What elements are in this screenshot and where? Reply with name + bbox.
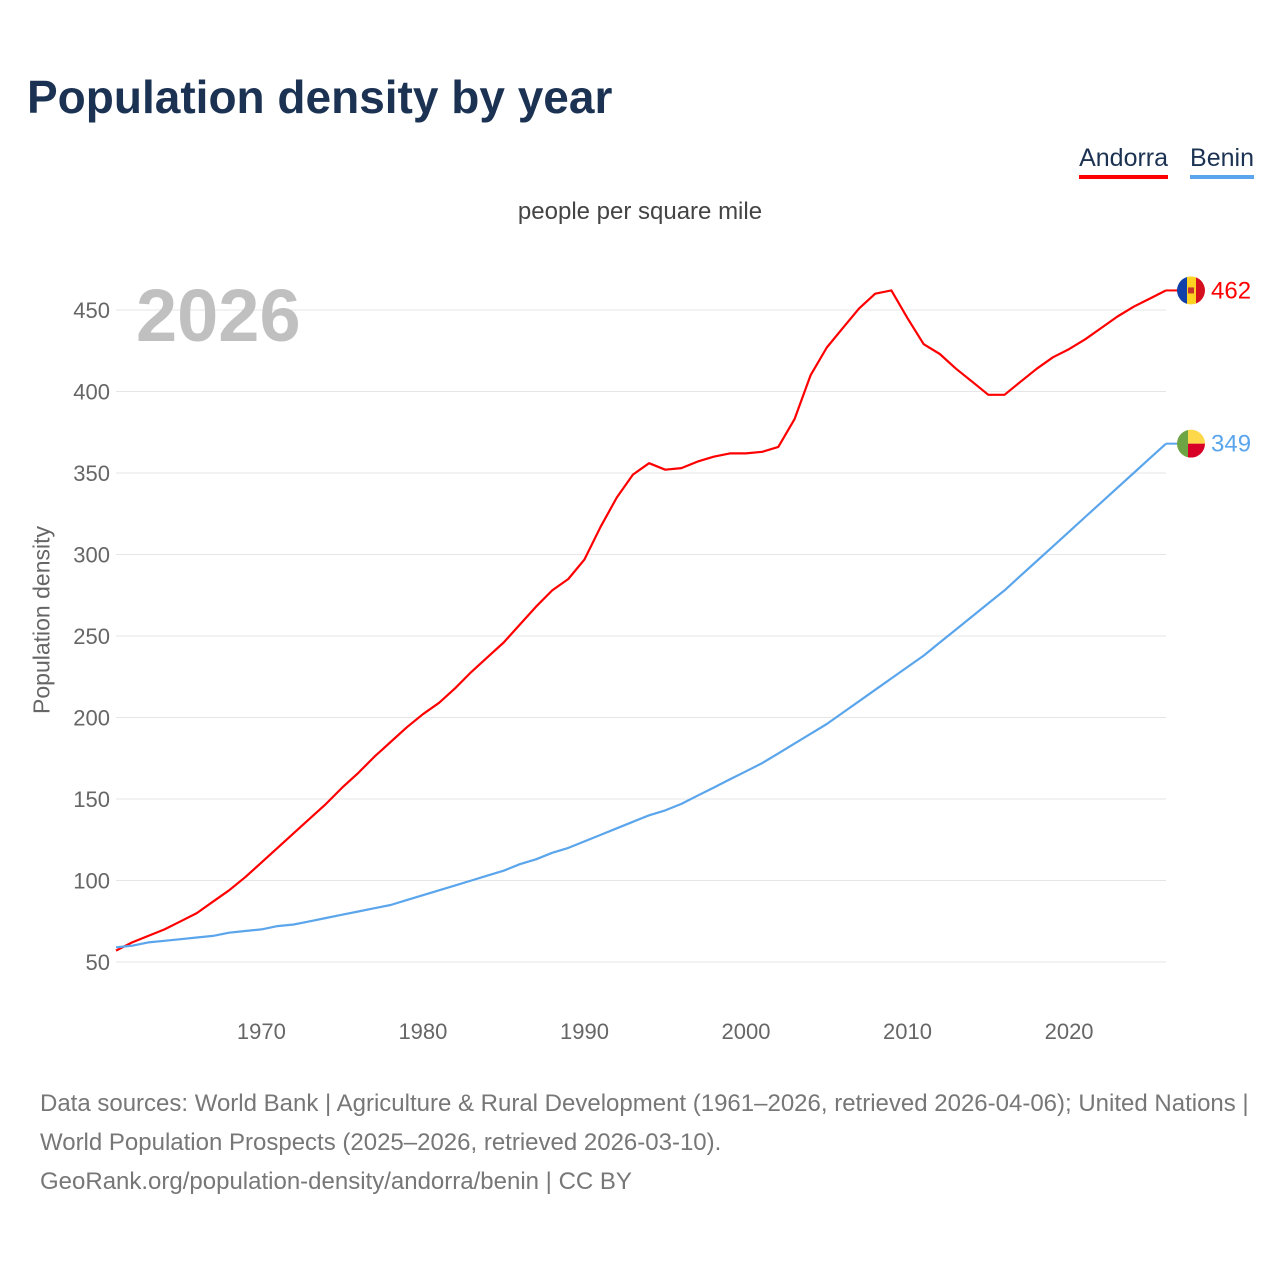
end-value-label: 349 — [1211, 431, 1251, 458]
page-title: Population density by year — [27, 71, 613, 123]
legend-item-benin[interactable]: Benin — [1190, 144, 1254, 179]
y-tick-label: 400 — [73, 380, 110, 405]
legend-item-andorra[interactable]: Andorra — [1079, 144, 1169, 179]
benin-flag-icon — [1177, 429, 1205, 458]
andorra-flag-icon — [1177, 276, 1205, 305]
y-tick-label: 300 — [73, 543, 110, 568]
x-tick-label: 2020 — [1045, 1019, 1094, 1044]
x-tick-label: 1980 — [398, 1019, 447, 1044]
data-sources: Data sources: World Bank | Agriculture &… — [40, 1084, 1250, 1201]
year-overlay: 2026 — [136, 274, 301, 357]
source-text: Data sources: World Bank | Agriculture &… — [40, 1090, 1249, 1156]
end-value-label: 462 — [1211, 277, 1251, 304]
chart-subtitle: people per square mile — [517, 198, 763, 225]
series-line-andorra — [115, 289, 1167, 952]
legend: Andorra Benin — [1079, 144, 1254, 179]
x-tick-label: 2000 — [722, 1019, 771, 1044]
x-tick-label: 2010 — [883, 1019, 932, 1044]
source-link[interactable]: GeoRank.org/population-density/andorra/b… — [40, 1168, 632, 1195]
series-line-benin — [115, 442, 1167, 949]
y-tick-label: 200 — [73, 706, 110, 731]
y-tick-label: 250 — [73, 624, 110, 649]
y-tick-label: 100 — [73, 869, 110, 894]
y-tick-label: 350 — [73, 461, 110, 486]
y-tick-label: 50 — [86, 950, 110, 975]
x-tick-label: 1970 — [237, 1019, 286, 1044]
x-tick-label: 1990 — [560, 1019, 609, 1044]
y-tick-label: 450 — [73, 298, 110, 323]
y-tick-label: 150 — [73, 787, 110, 812]
